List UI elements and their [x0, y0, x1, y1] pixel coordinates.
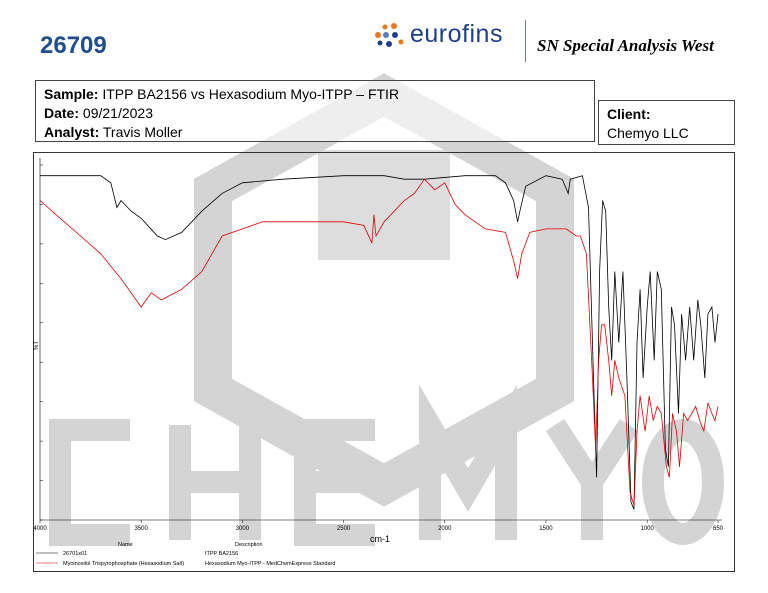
legend-header-name: Name	[118, 542, 133, 548]
sample-info-box: Sample: ITPP BA2156 vs Hexasodium Myo-IT…	[35, 80, 595, 142]
x-tick-label: 3500	[135, 526, 149, 532]
watermark-letters	[49, 384, 724, 546]
chart-frame	[33, 152, 735, 572]
analyst-label: Analyst:	[44, 124, 100, 140]
x-tick-label: 650	[713, 526, 724, 532]
legend-desc-1: ITPP BA2156	[205, 551, 238, 557]
client-label: Client:	[607, 106, 651, 122]
x-tick-label: 3000	[236, 526, 250, 532]
analyst-value: Travis Moller	[102, 124, 183, 140]
x-tick-label: 1000	[640, 526, 654, 532]
x-tick-label: 1500	[539, 526, 553, 532]
sample-label: Sample:	[44, 86, 99, 102]
date-label: Date:	[44, 105, 80, 121]
eurofins-dots-icon	[375, 22, 404, 47]
x-tick-label: 2500	[337, 526, 351, 532]
x-tick-label: 2000	[438, 526, 452, 532]
x-axis-label: cm-1	[370, 534, 390, 544]
brand-name: eurofins	[410, 20, 503, 48]
series-line-2	[39, 178, 719, 506]
lab-name: SN Special Analysis West	[537, 36, 714, 55]
sample-value: ITPP BA2156 vs Hexasodium Myo-ITPP – FTI…	[102, 86, 400, 102]
header-divider	[525, 20, 526, 62]
eurofins-logo: eurofins	[372, 20, 503, 49]
y-axis-label: %T	[34, 341, 40, 350]
date-value: 09/21/2023	[82, 105, 153, 121]
report-id: 26709	[40, 32, 107, 59]
series-line-1	[40, 175, 719, 510]
client-value: Chemyo LLC	[607, 125, 689, 141]
legend-name-2: Myoinositol Trispyrophosphate (Hexasodiu…	[63, 561, 184, 567]
legend-name-1: 26701x01	[63, 551, 87, 557]
legend-header-description: Description	[235, 542, 263, 548]
legend-desc-2: Hexasodium Myo-ITPP - MedChemExpress Sta…	[205, 561, 335, 567]
x-tick-label: 4000	[33, 526, 47, 532]
client-box: Client: Chemyo LLC	[598, 100, 735, 145]
